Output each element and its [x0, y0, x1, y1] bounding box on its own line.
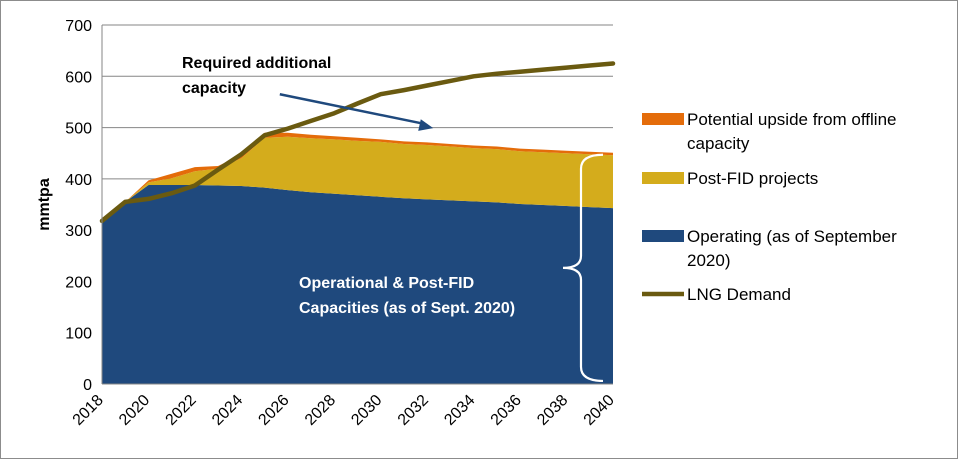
annotation-required-line-2: capacity: [182, 80, 246, 97]
x-tick-label: 2040: [581, 392, 618, 429]
legend-item-2: Operating (as of September 2020): [642, 227, 897, 270]
legend-item-1: Post-FID projects: [642, 169, 818, 188]
legend-swatch: [642, 113, 684, 125]
legend-label-line: capacity: [687, 134, 750, 153]
y-tick-label: 500: [65, 121, 92, 138]
x-tick-label: 2038: [534, 392, 571, 429]
annotation-operational-line-2: Capacities (as of Sept. 2020): [299, 300, 515, 317]
y-tick-label: 300: [65, 223, 92, 240]
y-tick-label: 0: [83, 377, 92, 394]
legend-swatch: [642, 172, 684, 184]
arrow-head: [418, 119, 434, 131]
line-series-0: [99, 61, 616, 224]
arrow-shaft: [279, 93, 426, 126]
x-tick-label: 2018: [70, 392, 107, 429]
legend-label-line: Operating (as of September: [687, 227, 897, 246]
stacked-areas: [102, 132, 613, 384]
y-axis-label: mmtpa: [36, 178, 53, 231]
x-tick-label: 2032: [395, 392, 432, 429]
annotation-required-capacity: Required additional capacity: [182, 55, 336, 97]
legend-label: Operating (as of September 2020): [687, 227, 897, 270]
demand-line: [99, 61, 616, 224]
legend-label-line: Potential upside from offline: [687, 110, 896, 129]
y-tick-label: 400: [65, 172, 92, 189]
x-tick-label: 2036: [488, 392, 525, 429]
annotation-operational-capacities: Operational & Post-FID Capacities (as of…: [299, 275, 515, 317]
x-tick-label: 2034: [441, 392, 478, 429]
x-tick-labels: 2018 2020 2022 2024 2026 2028 2030 2032 2034 2036…: [70, 392, 618, 429]
x-tick-label: 2022: [163, 392, 200, 429]
legend-label-line: LNG Demand: [687, 285, 791, 304]
x-tick-label: 2026: [255, 392, 292, 429]
legend-label: Post-FID projects: [687, 169, 818, 188]
legend-label-line: 2020): [687, 251, 730, 270]
x-tick-label: 2028: [302, 392, 339, 429]
annotation-required-line-1: Required additional: [182, 55, 331, 72]
area-series-1: [102, 136, 613, 221]
annotation-operational-line-1: Operational & Post-FID: [299, 275, 474, 292]
legend-label-line: Post-FID projects: [687, 169, 818, 188]
y-tick-labels: 0 100 200 300 400 500 600 700: [65, 18, 92, 394]
y-tick-label: 700: [65, 18, 92, 35]
legend-label: Potential upside from offline capacity: [687, 110, 896, 153]
annotation-arrow: [279, 93, 434, 131]
x-tick-label: 2020: [116, 392, 153, 429]
x-tick-label: 2024: [209, 392, 246, 429]
legend-item-3: LNG Demand: [642, 285, 791, 304]
area-series-0: [102, 185, 613, 384]
y-tick-label: 200: [65, 274, 92, 291]
legend: Potential upside from offline capacity Pos…: [642, 110, 897, 304]
brace-bracket: [562, 153, 604, 383]
legend-label: LNG Demand: [687, 285, 791, 304]
legend-item-0: Potential upside from offline capacity: [642, 110, 896, 153]
axes: [101, 25, 613, 385]
legend-swatch: [642, 230, 684, 242]
y-tick-label: 100: [65, 326, 92, 343]
y-tick-label: 600: [65, 69, 92, 86]
x-tick-label: 2030: [348, 392, 385, 429]
